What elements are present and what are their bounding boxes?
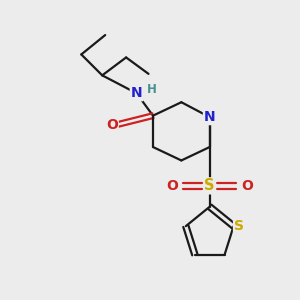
Text: O: O bbox=[167, 179, 178, 193]
Text: O: O bbox=[241, 179, 253, 193]
Text: H: H bbox=[147, 83, 156, 96]
Text: N: N bbox=[204, 110, 215, 124]
Text: N: N bbox=[131, 86, 142, 100]
Text: S: S bbox=[205, 178, 215, 193]
Text: S: S bbox=[234, 219, 244, 233]
Text: O: O bbox=[106, 118, 118, 132]
